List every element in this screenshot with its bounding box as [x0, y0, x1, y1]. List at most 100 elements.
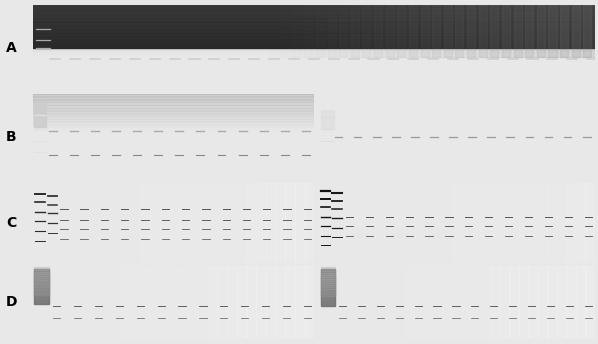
- Bar: [33, 108, 315, 114]
- Bar: [386, 5, 405, 57]
- Bar: [62, 266, 72, 339]
- Bar: [34, 280, 49, 281]
- Bar: [227, 183, 237, 263]
- Bar: [34, 273, 49, 295]
- Bar: [481, 183, 490, 263]
- Bar: [452, 183, 462, 263]
- Bar: [281, 5, 301, 57]
- Bar: [509, 266, 519, 339]
- Bar: [434, 183, 443, 263]
- Bar: [91, 266, 101, 339]
- Bar: [537, 5, 557, 57]
- Bar: [285, 183, 295, 263]
- Bar: [557, 183, 567, 263]
- Bar: [424, 266, 434, 339]
- Bar: [258, 5, 277, 57]
- Bar: [101, 183, 111, 263]
- Bar: [120, 266, 130, 339]
- Bar: [304, 183, 315, 263]
- Bar: [34, 269, 49, 304]
- Bar: [33, 105, 315, 111]
- Bar: [395, 183, 405, 263]
- Bar: [266, 183, 276, 263]
- Bar: [321, 287, 335, 289]
- Bar: [376, 183, 386, 263]
- Bar: [434, 266, 443, 339]
- Bar: [321, 294, 335, 296]
- Bar: [490, 266, 500, 339]
- Bar: [150, 183, 159, 263]
- Bar: [33, 14, 595, 19]
- Bar: [33, 25, 595, 30]
- Bar: [33, 20, 595, 24]
- Bar: [321, 291, 335, 292]
- Bar: [33, 183, 42, 263]
- Bar: [111, 183, 120, 263]
- Bar: [130, 266, 140, 339]
- Bar: [140, 266, 150, 339]
- Bar: [319, 183, 329, 263]
- Bar: [514, 5, 533, 57]
- Bar: [462, 183, 471, 263]
- Bar: [169, 266, 179, 339]
- Bar: [62, 183, 72, 263]
- Bar: [339, 5, 359, 57]
- Bar: [576, 183, 585, 263]
- Bar: [159, 266, 169, 339]
- Bar: [595, 266, 598, 339]
- Bar: [217, 266, 227, 339]
- Bar: [321, 271, 335, 273]
- Bar: [351, 5, 370, 57]
- Bar: [91, 183, 101, 263]
- Bar: [33, 121, 315, 127]
- Text: B: B: [6, 130, 17, 144]
- Bar: [376, 266, 386, 339]
- Bar: [34, 285, 49, 287]
- Bar: [159, 183, 169, 263]
- Bar: [198, 266, 208, 339]
- Bar: [276, 183, 285, 263]
- Bar: [386, 266, 395, 339]
- Bar: [33, 94, 315, 100]
- Bar: [42, 266, 53, 339]
- Bar: [456, 5, 475, 57]
- Bar: [319, 266, 329, 339]
- Bar: [321, 296, 335, 298]
- Bar: [321, 269, 335, 271]
- Bar: [362, 5, 382, 57]
- Bar: [72, 266, 81, 339]
- Bar: [502, 5, 521, 57]
- Bar: [329, 266, 338, 339]
- Bar: [321, 275, 335, 297]
- Text: D: D: [6, 295, 17, 309]
- Bar: [443, 183, 453, 263]
- Bar: [33, 91, 315, 97]
- Bar: [321, 289, 335, 290]
- Bar: [34, 287, 49, 289]
- Bar: [33, 36, 595, 41]
- Bar: [34, 278, 49, 280]
- Bar: [33, 102, 315, 108]
- Bar: [33, 42, 595, 46]
- Bar: [316, 5, 335, 57]
- Bar: [34, 289, 49, 291]
- Bar: [120, 183, 130, 263]
- Bar: [576, 266, 585, 339]
- Bar: [321, 273, 335, 275]
- Bar: [33, 33, 595, 38]
- Bar: [33, 116, 315, 122]
- Bar: [246, 266, 257, 339]
- Bar: [500, 266, 509, 339]
- Bar: [321, 300, 335, 302]
- Bar: [338, 183, 348, 263]
- Bar: [33, 23, 595, 27]
- Bar: [338, 266, 348, 339]
- Bar: [547, 183, 557, 263]
- Bar: [321, 267, 335, 269]
- Bar: [295, 183, 305, 263]
- Bar: [304, 266, 315, 339]
- Bar: [467, 5, 487, 57]
- Bar: [566, 183, 576, 263]
- Bar: [169, 183, 179, 263]
- Bar: [509, 183, 519, 263]
